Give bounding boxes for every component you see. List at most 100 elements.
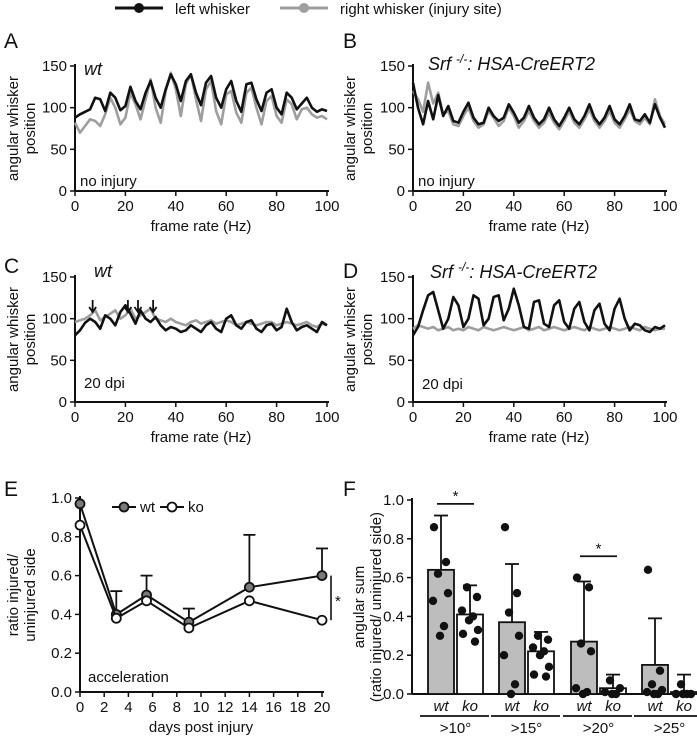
y-tick-label: 0.0 — [383, 686, 404, 703]
group-label: >25° — [654, 720, 685, 737]
legend-right-marker — [299, 3, 309, 13]
significance-star: * — [453, 488, 459, 505]
data-point-wt — [316, 570, 328, 581]
data-point-ko — [528, 643, 538, 652]
data-point-wt — [572, 573, 582, 582]
legend-ko-label: ko — [188, 499, 204, 516]
y-tick-label: 50 — [388, 141, 405, 158]
figure-legend: left whisker right whisker (injury site) — [115, 1, 502, 18]
y-tick-label: 0.2 — [51, 645, 72, 662]
data-point-wt — [504, 608, 514, 617]
data-point-ko — [535, 651, 545, 660]
y-tick-label: 50 — [50, 141, 67, 158]
y-tick-label: 0 — [59, 183, 67, 200]
panel-b: 0 20 40 60 80 100 0 50 100 150 frame rate (Hz) angu… — [342, 52, 678, 235]
panel-c: 0 20 40 60 80 100 0 50 100 150 frame rate (Hz) angu… — [5, 261, 340, 446]
data-point-wt — [429, 522, 439, 532]
panel-letter-f: F — [343, 478, 356, 501]
arrow-marker — [133, 300, 143, 314]
data-point-wt — [649, 689, 659, 699]
x-tick-label: 0 — [409, 198, 417, 215]
panel-letter-c: C — [4, 255, 19, 278]
y-tick-label: 150 — [380, 58, 405, 75]
legend-left-label: left whisker — [175, 1, 250, 18]
data-point-ko — [473, 625, 483, 635]
data-point-wt — [576, 639, 586, 648]
data-point-wt — [655, 666, 665, 675]
data-point-wt — [586, 647, 596, 656]
y-tick-label: 100 — [42, 100, 67, 117]
data-point-wt — [441, 557, 451, 567]
trace-right-whisker — [74, 307, 328, 329]
data-point-wt — [428, 596, 438, 606]
y-axis-label-line1: angular sum — [351, 566, 368, 649]
legend-wt-label: wt — [139, 499, 156, 516]
panel-annotation: no injury — [80, 173, 137, 190]
data-point-ko — [543, 635, 553, 644]
y-axis-label-line2: position — [22, 103, 39, 155]
x-tick-label: 100 — [652, 198, 677, 215]
data-point-ko — [529, 670, 539, 679]
data-point-wt — [643, 565, 653, 575]
y-tick-label: 0.2 — [383, 647, 404, 664]
significance-star: * — [596, 540, 602, 557]
data-point-wt — [443, 588, 453, 598]
data-point-wt — [74, 498, 86, 510]
data-point-ko — [600, 687, 610, 697]
panel-annotation: 20 dpi — [422, 376, 463, 393]
x-tick-label: 14 — [241, 699, 258, 716]
x-tick-label: 2 — [100, 699, 108, 716]
data-point-wt — [584, 583, 594, 592]
y-tick-label: 50 — [50, 352, 67, 369]
x-tick-label: 40 — [167, 409, 184, 426]
y-tick-label: 0.4 — [383, 608, 404, 625]
y-tick-label: 0.8 — [51, 529, 72, 546]
data-point-wt — [500, 522, 510, 532]
group-label: >20° — [583, 720, 614, 737]
panel-b-title: Srf -/-: HSA-CreERT2 — [428, 52, 595, 74]
panel-annotation: acceleration — [88, 669, 169, 686]
significance-star: * — [335, 593, 341, 610]
bar-label-ko: ko — [676, 698, 692, 715]
x-tick-label: 40 — [505, 198, 522, 215]
data-point-ko — [141, 595, 152, 607]
data-point-ko — [74, 519, 86, 531]
y-axis-label-line2: position — [359, 103, 376, 155]
data-point-ko — [544, 662, 554, 672]
y-axis-label-line1: angular whisker — [5, 76, 22, 181]
trace-left-whisker — [74, 304, 328, 337]
bar-label-ko: ko — [605, 698, 621, 715]
y-tick-label: 50 — [388, 352, 405, 369]
x-tick-label: 80 — [268, 409, 285, 426]
y-tick-label: 150 — [42, 269, 67, 286]
x-tick-label: 4 — [124, 699, 132, 716]
data-point-ko — [183, 622, 195, 634]
panel-letter-a: A — [4, 30, 18, 53]
y-tick-label: 0.6 — [383, 570, 404, 587]
data-point-ko — [533, 631, 543, 640]
y-axis-label-line1: angular whisker — [342, 76, 359, 181]
x-tick-label: 100 — [652, 409, 677, 426]
arrow-marker — [123, 300, 133, 314]
data-point-wt — [510, 680, 520, 689]
data-point-ko — [462, 583, 472, 592]
y-axis-label-line2: (ratio injured/ uninjured side) — [368, 512, 385, 702]
data-point-wt — [433, 569, 443, 578]
legend-right-label: right whisker (injury site) — [340, 1, 502, 18]
x-tick-label: 60 — [556, 409, 573, 426]
trace-right-whisker — [411, 81, 667, 131]
panel-annotation: no injury — [418, 173, 475, 190]
x-tick-label: 100 — [314, 409, 339, 426]
data-point-wt — [514, 631, 524, 640]
panel-d: 0 20 40 60 80 100 0 50 100 150 frame rate (Hz) angu… — [342, 260, 678, 446]
legend-wt-marker — [118, 501, 130, 513]
y-tick-label: 150 — [380, 269, 405, 286]
series-line-wt — [79, 503, 323, 624]
data-point-ko — [316, 614, 328, 626]
bar-label-wt: wt — [434, 698, 450, 715]
y-tick-label: 150 — [42, 58, 67, 75]
y-tick-label: 1.0 — [383, 492, 404, 509]
data-point-ko — [678, 689, 688, 699]
data-point-ko — [470, 637, 480, 646]
